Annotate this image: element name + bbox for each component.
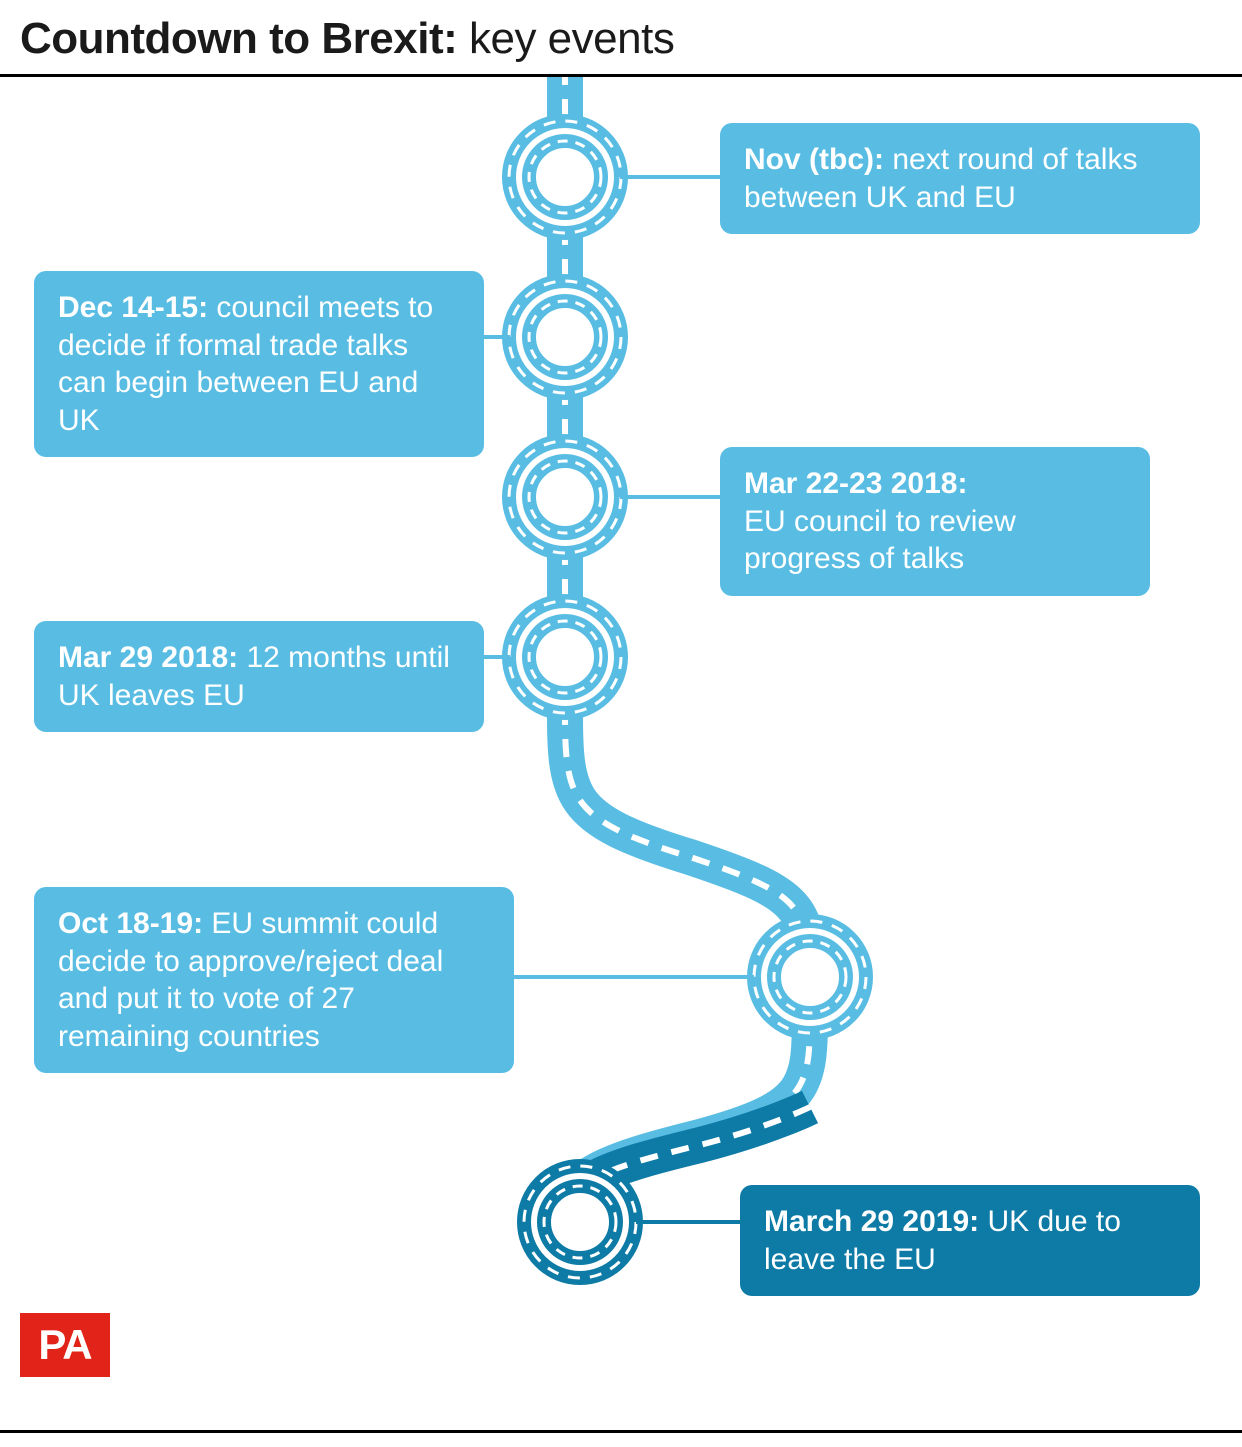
road-nodes-group <box>505 117 870 1282</box>
road-node <box>505 117 625 237</box>
event-date: Dec 14-15: <box>58 291 208 324</box>
event-date: Mar 22-23 2018: <box>744 467 967 500</box>
header: Countdown to Brexit: key events <box>0 0 1242 77</box>
event-box: Mar 29 2018: 12 months until UK leaves E… <box>34 621 484 732</box>
pa-logo-text: PA <box>38 1321 91 1369</box>
event-date: Mar 29 2018: <box>58 641 238 674</box>
page-title: Countdown to Brexit: key events <box>20 14 1222 64</box>
event-box: Mar 22-23 2018: EU council to review pro… <box>720 447 1150 596</box>
road-node <box>505 277 625 397</box>
event-connector <box>514 975 754 979</box>
event-connector <box>484 655 510 659</box>
event-box: Nov (tbc): next round of talks between U… <box>720 123 1200 234</box>
pa-logo: PA <box>20 1313 110 1377</box>
event-text: EU council to review progress of talks <box>744 505 1016 576</box>
title-bold: Countdown to Brexit: <box>20 14 457 63</box>
timeline-canvas: Nov (tbc): next round of talks between U… <box>0 77 1242 1407</box>
footer-rule <box>0 1430 1242 1433</box>
event-box: Dec 14-15: council meets to decide if fo… <box>34 271 484 457</box>
road-node <box>520 1162 640 1282</box>
event-box: Oct 18-19: EU summit could decide to app… <box>34 887 514 1073</box>
road-node <box>505 437 625 557</box>
event-box: March 29 2019: UK due to leave the EU <box>740 1185 1200 1296</box>
title-light: key events <box>457 14 674 63</box>
event-date: March 29 2019: <box>764 1205 979 1238</box>
event-connector <box>484 335 510 339</box>
event-date: Nov (tbc): <box>744 143 884 176</box>
event-connector <box>620 495 720 499</box>
road-node <box>505 597 625 717</box>
event-date: Oct 18-19: <box>58 907 203 940</box>
event-connector <box>636 1220 740 1224</box>
event-connector <box>620 175 720 179</box>
road-node <box>750 917 870 1037</box>
